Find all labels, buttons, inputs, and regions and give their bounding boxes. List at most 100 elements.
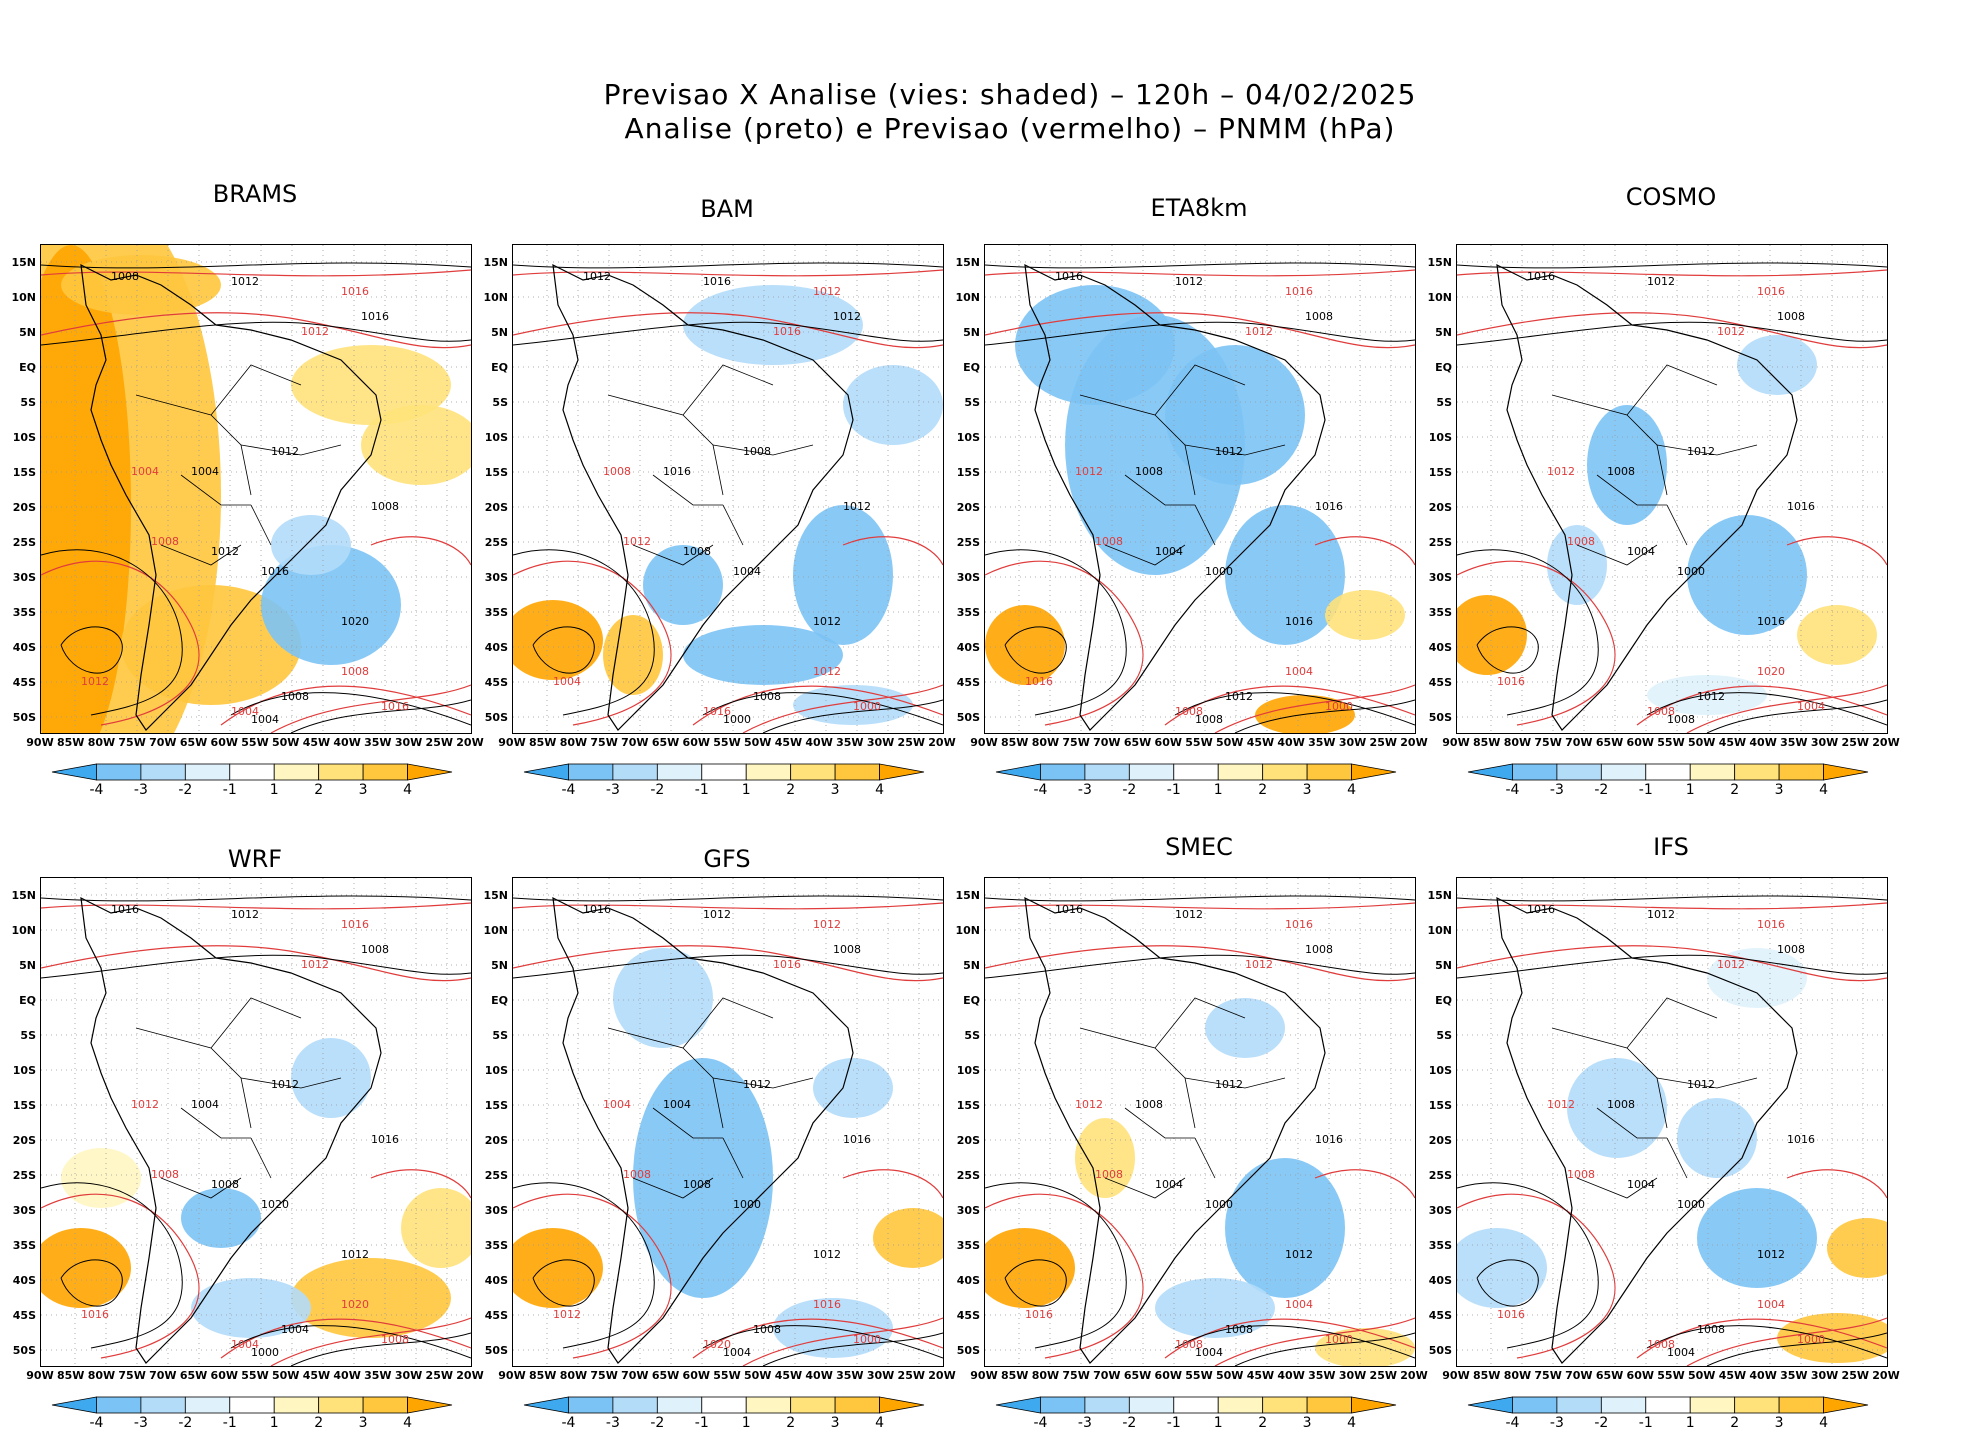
colorbar-label: 1 (1685, 782, 1695, 798)
bias-shading-pos4 (41, 245, 131, 733)
colorbar-segment (879, 1396, 925, 1414)
lon-tick-label: 20W (456, 1369, 484, 1382)
map-panel-brams: 1008 1012 1016 1012 1008 1004 1012 1016 1020 1008… (40, 244, 472, 734)
bias-shading-neg2 (793, 685, 913, 725)
isobar-label-analysis: 1004 (1627, 545, 1655, 558)
analysis-isobar (985, 321, 1415, 346)
isobar-label-analysis: 1016 (1787, 500, 1815, 513)
lat-tick-label: 30S (12, 571, 36, 584)
lon-tick-label: 90W (1442, 736, 1470, 749)
lon-tick-label: 75W (1534, 736, 1562, 749)
colorbar-label: 4 (1347, 1415, 1356, 1431)
isobar-label-forecast: 1008 (151, 535, 179, 548)
lat-tick-label: 40S (1428, 1274, 1452, 1287)
lat-tick-label: 15N (1427, 889, 1452, 902)
lat-tick-label: 30S (484, 571, 508, 584)
forecast-isobar (1164, 685, 1415, 726)
isobar-label-analysis: 1016 (361, 310, 389, 323)
analysis-isobar (1457, 549, 1599, 716)
colorbar-segment (1040, 763, 1086, 781)
lon-tick-label: 75W (1062, 1369, 1090, 1382)
lon-tick-label: 85W (1000, 736, 1029, 749)
lat-tick-label: 20S (12, 1134, 36, 1147)
colorbar-segment (745, 1396, 792, 1414)
colorbar-segment (229, 763, 275, 781)
analysis-isobar (702, 692, 943, 726)
colorbar-label: -3 (1077, 1415, 1092, 1431)
lat-tick-label: 50S (484, 1344, 508, 1357)
colorbar-segment (612, 1396, 658, 1414)
isobar-label-forecast: 1008 (623, 1168, 651, 1181)
colorbar-segment (701, 1396, 747, 1414)
colorbar-label: -3 (1549, 1415, 1564, 1431)
bias-shading-neg3 (1687, 515, 1807, 635)
lon-tick-label: 30W (1338, 1369, 1367, 1382)
analysis-isobar (762, 1332, 943, 1366)
colorbar-label: 3 (830, 782, 840, 798)
coastline (1024, 896, 1326, 1364)
colorbar-segment (834, 763, 880, 781)
forecast-isobar (742, 1317, 943, 1366)
colorbar-label: 2 (786, 782, 796, 798)
analysis-isobar (985, 954, 1415, 979)
lon-tick-label: 70W (149, 736, 177, 749)
forecast-isobar (41, 560, 200, 726)
lat-tick-label: 10N (1427, 924, 1452, 937)
lon-tick-label: 90W (498, 736, 526, 749)
lat-tick-label: 15S (956, 466, 980, 479)
lon-tick-label: 70W (621, 1369, 649, 1382)
lon-tick-label: 90W (26, 736, 54, 749)
analysis-isobar (762, 699, 943, 733)
country-border (210, 364, 302, 416)
colorbar-segment (995, 763, 1041, 781)
colorbar-segment (362, 1396, 408, 1414)
isobar-label-forecast: 1000 (853, 1333, 881, 1346)
lon-tick-label: 90W (970, 736, 998, 749)
analysis-isobar (1706, 699, 1887, 733)
analysis-isobar (1174, 692, 1415, 726)
lat-tick-label: 30S (12, 1204, 36, 1217)
country-border (1194, 504, 1216, 546)
lat-tick-label: 30S (484, 1204, 508, 1217)
lon-tick-label: 30W (1338, 736, 1367, 749)
country-border (712, 1077, 814, 1089)
lat-tick-label: 20S (956, 1134, 980, 1147)
forecast-isobar (842, 536, 943, 566)
lat-tick-label: 30S (956, 571, 980, 584)
isobar-label-forecast: 1012 (1075, 1098, 1103, 1111)
forecast-isobar (220, 1318, 471, 1359)
bias-shading-pos3 (291, 1258, 451, 1338)
analysis-isobar (41, 954, 471, 979)
forecast-isobar (985, 945, 1415, 982)
bias-shading-neg1 (1707, 948, 1807, 1008)
lat-tick-label: 35S (12, 606, 36, 619)
bias-shading-neg2 (613, 948, 713, 1048)
isobar-label-forecast: 1004 (603, 1098, 631, 1111)
forecast-isobar (41, 1193, 200, 1359)
bias-shading-neg3 (1165, 345, 1305, 485)
lon-tick-label: 45W (1246, 1369, 1275, 1382)
lat-tick-label: 20S (484, 1134, 508, 1147)
forecast-isobar (692, 685, 943, 726)
isobar-label-analysis: 1008 (1777, 310, 1805, 323)
isobar-label-forecast: 1012 (1075, 465, 1103, 478)
colorbar-label: 1 (269, 1415, 279, 1431)
analysis-isobar (513, 954, 943, 979)
lon-tick-label: 50W (1687, 736, 1716, 749)
country-border (160, 544, 242, 566)
lat-tick-label: 45S (956, 676, 980, 689)
map-svg: 1016 101210081012101610081004100010121008… (985, 878, 1415, 1366)
colorbar-segment (1217, 763, 1264, 781)
lat-tick-label: 15S (1428, 466, 1452, 479)
lon-tick-label: 70W (149, 1369, 177, 1382)
lat-tick-label: 40S (956, 641, 980, 654)
isobar-label-forecast: 1012 (813, 285, 841, 298)
isobar-label-analysis: 1016 (111, 903, 139, 916)
lat-tick-label: 5N (963, 326, 980, 339)
lon-tick-label: 50W (1215, 1369, 1244, 1382)
lat-tick-label: 5N (1435, 326, 1452, 339)
analysis-isobar (532, 1259, 595, 1307)
bias-shading-neg2 (813, 1058, 893, 1118)
country-border (240, 1077, 342, 1089)
colorbar-segment (834, 1396, 880, 1414)
